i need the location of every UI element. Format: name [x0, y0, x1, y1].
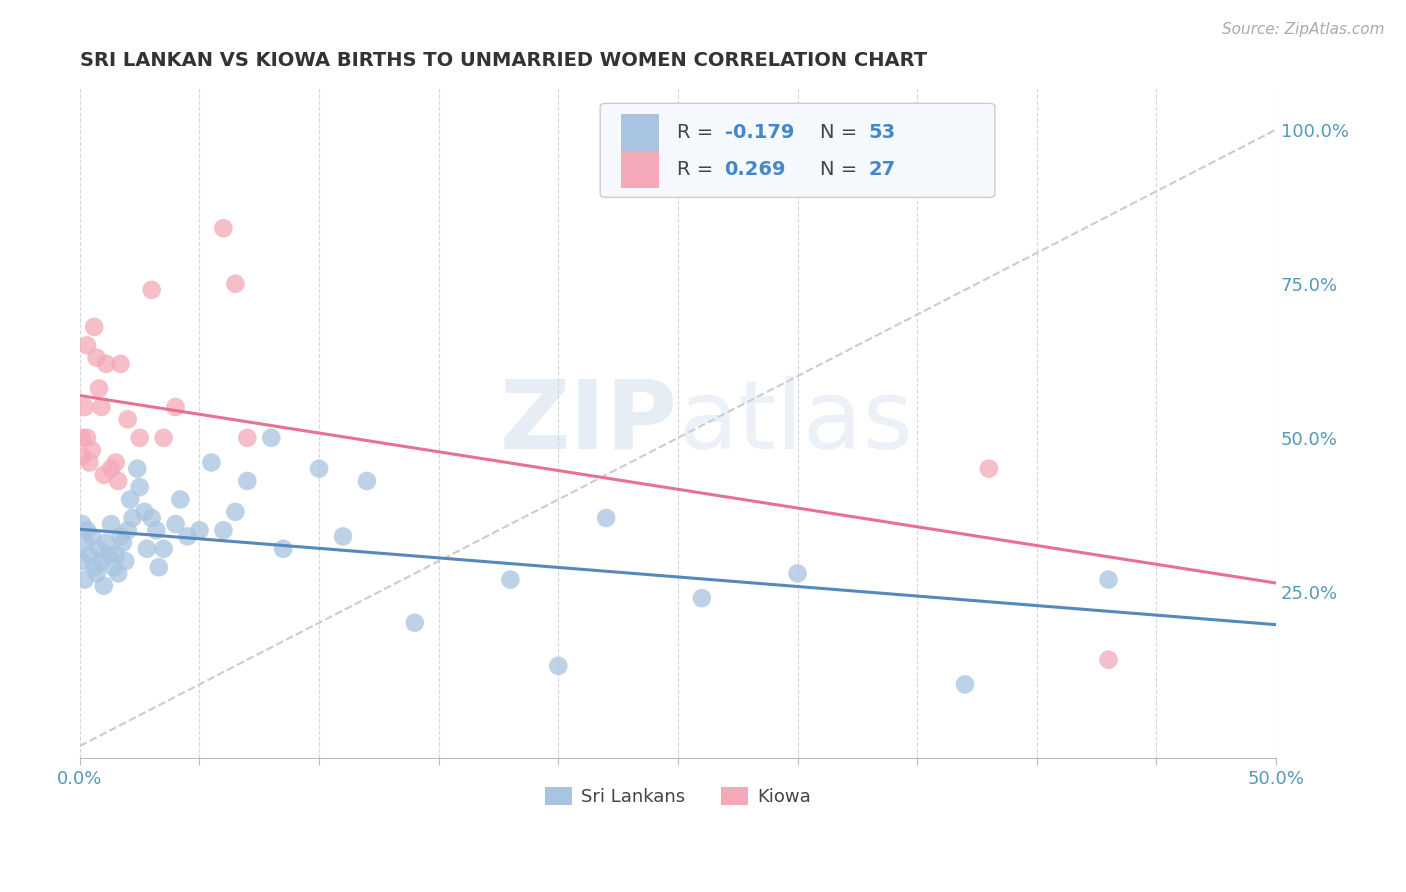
Point — [135, 541, 157, 556]
Point — [103, 560, 125, 574]
Point — [97, 548, 120, 562]
Text: ZIP: ZIP — [501, 376, 678, 469]
Point — [117, 412, 139, 426]
Point — [152, 541, 174, 556]
Point — [83, 319, 105, 334]
Point — [141, 283, 163, 297]
Point — [953, 677, 976, 691]
Point — [100, 461, 122, 475]
Point — [169, 492, 191, 507]
Point — [83, 560, 105, 574]
Text: R =: R = — [676, 123, 720, 143]
Point — [260, 431, 283, 445]
Point — [93, 579, 115, 593]
Point — [1097, 653, 1119, 667]
Point — [595, 511, 617, 525]
Point — [145, 523, 167, 537]
Point — [977, 461, 1000, 475]
Point — [72, 517, 94, 532]
Point — [104, 455, 127, 469]
Text: Source: ZipAtlas.com: Source: ZipAtlas.com — [1222, 22, 1385, 37]
Point — [93, 467, 115, 482]
Point — [72, 431, 94, 445]
Text: R =: R = — [676, 160, 720, 179]
Point — [73, 535, 96, 549]
Point — [134, 505, 156, 519]
Point — [212, 221, 235, 235]
Point — [96, 535, 118, 549]
Point — [690, 591, 713, 606]
Point — [96, 357, 118, 371]
Point — [110, 529, 132, 543]
Point — [128, 480, 150, 494]
Bar — [620, 114, 659, 152]
Point — [165, 517, 187, 532]
Point — [79, 548, 101, 562]
Point — [404, 615, 426, 630]
Point — [127, 461, 149, 475]
Point — [332, 529, 354, 543]
Point — [212, 523, 235, 537]
Point — [90, 554, 112, 568]
Point — [356, 474, 378, 488]
Point — [76, 523, 98, 537]
Point — [80, 443, 103, 458]
Point — [786, 566, 808, 581]
Point — [110, 357, 132, 371]
Point — [224, 277, 246, 291]
Point — [76, 431, 98, 445]
Point — [87, 541, 110, 556]
Point — [100, 517, 122, 532]
Point — [176, 529, 198, 543]
Point — [547, 659, 569, 673]
Point — [224, 505, 246, 519]
Point — [80, 529, 103, 543]
Point — [308, 461, 330, 475]
Point — [152, 431, 174, 445]
Point — [128, 431, 150, 445]
Point — [499, 573, 522, 587]
Point — [120, 492, 142, 507]
Point — [72, 554, 94, 568]
Text: atlas: atlas — [678, 376, 912, 469]
Point — [86, 566, 108, 581]
Point — [73, 573, 96, 587]
Point — [121, 511, 143, 525]
Point — [79, 455, 101, 469]
Point — [87, 382, 110, 396]
Point — [165, 400, 187, 414]
Point — [271, 541, 294, 556]
Text: 27: 27 — [868, 160, 896, 179]
Point — [107, 474, 129, 488]
Point — [236, 431, 259, 445]
Point — [107, 566, 129, 581]
Point — [111, 535, 134, 549]
Text: 53: 53 — [868, 123, 896, 143]
Point — [72, 450, 94, 464]
Point — [148, 560, 170, 574]
Point — [141, 511, 163, 525]
Bar — [620, 151, 659, 188]
Text: -0.179: -0.179 — [724, 123, 794, 143]
Point — [76, 338, 98, 352]
FancyBboxPatch shape — [600, 103, 995, 197]
Point — [117, 523, 139, 537]
Point — [188, 523, 211, 537]
Point — [114, 554, 136, 568]
Point — [86, 351, 108, 365]
Text: N =: N = — [820, 160, 863, 179]
Point — [236, 474, 259, 488]
Legend: Sri Lankans, Kiowa: Sri Lankans, Kiowa — [537, 780, 818, 814]
Text: SRI LANKAN VS KIOWA BIRTHS TO UNMARRIED WOMEN CORRELATION CHART: SRI LANKAN VS KIOWA BIRTHS TO UNMARRIED … — [80, 51, 927, 70]
Text: 0.269: 0.269 — [724, 160, 786, 179]
Point — [90, 400, 112, 414]
Point — [200, 455, 222, 469]
Point — [73, 400, 96, 414]
Point — [1097, 573, 1119, 587]
Point — [104, 548, 127, 562]
Text: N =: N = — [820, 123, 863, 143]
